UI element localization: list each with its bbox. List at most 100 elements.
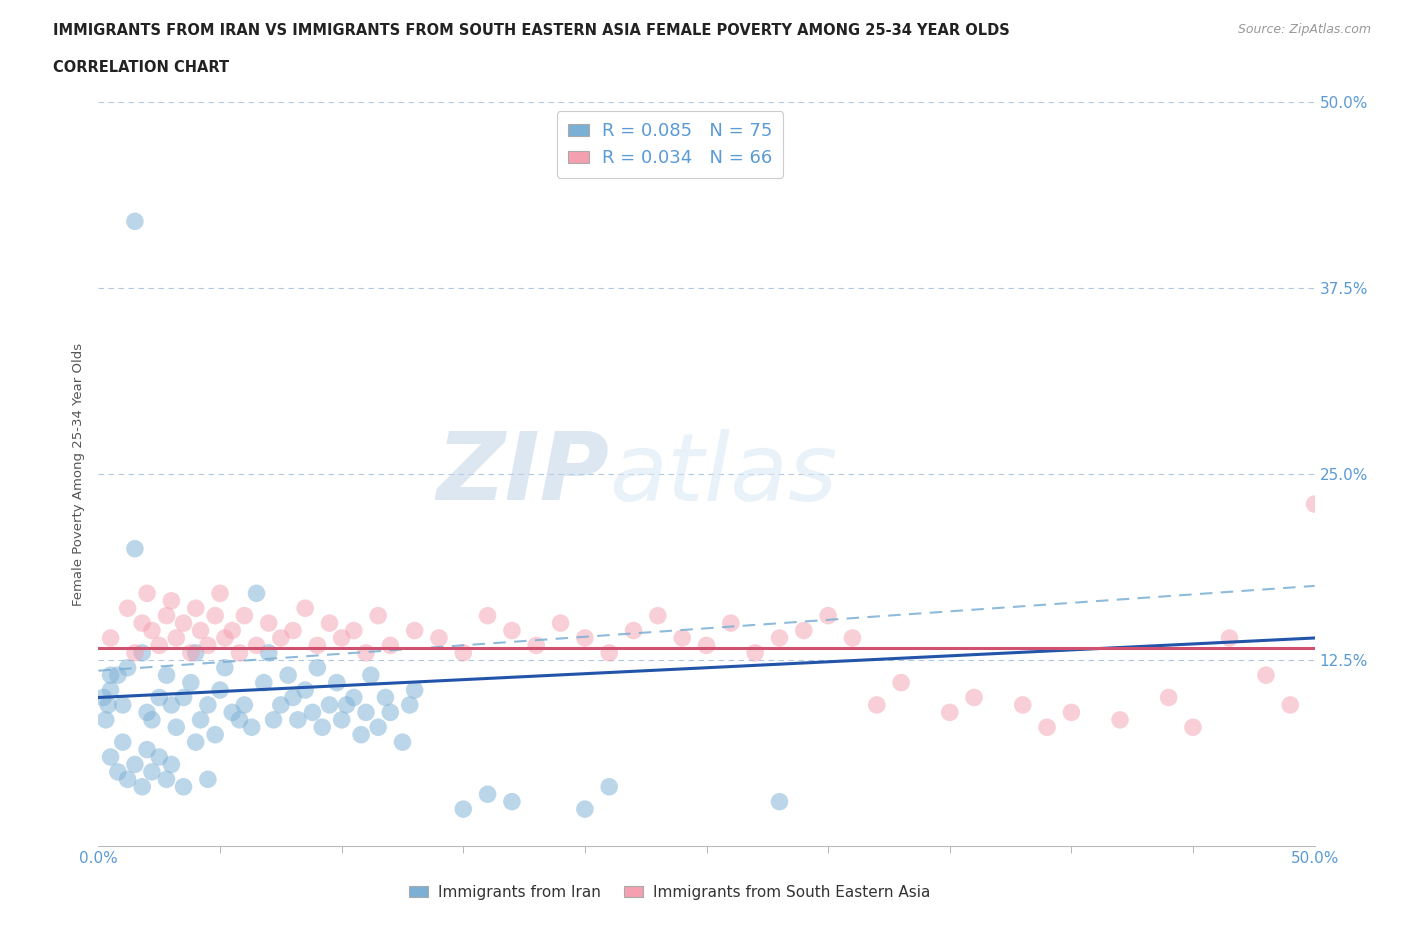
Point <box>453 645 475 660</box>
Point <box>180 645 202 660</box>
Point <box>1109 712 1132 727</box>
Point <box>184 601 207 616</box>
Point <box>367 608 389 623</box>
Point <box>343 623 366 638</box>
Point <box>335 698 357 712</box>
Point <box>354 705 377 720</box>
Point <box>160 698 183 712</box>
Point <box>136 705 159 720</box>
Point <box>501 794 523 809</box>
Point <box>257 645 280 660</box>
Point <box>136 586 159 601</box>
Point <box>326 675 349 690</box>
Point <box>330 631 353 645</box>
Point <box>277 668 299 683</box>
Point <box>318 616 340 631</box>
Point <box>890 675 912 690</box>
Y-axis label: Female Poverty Among 25-34 Year Olds: Female Poverty Among 25-34 Year Olds <box>72 343 86 605</box>
Point <box>391 735 413 750</box>
Point <box>204 608 226 623</box>
Point <box>100 683 122 698</box>
Point <box>1303 497 1326 512</box>
Point <box>453 802 475 817</box>
Point <box>501 623 523 638</box>
Point <box>1279 698 1302 712</box>
Point <box>197 772 219 787</box>
Point <box>1254 668 1277 683</box>
Point <box>204 727 226 742</box>
Point <box>214 631 236 645</box>
Point <box>793 623 815 638</box>
Text: atlas: atlas <box>609 429 838 520</box>
Point <box>404 623 426 638</box>
Point <box>155 668 177 683</box>
Point <box>131 645 153 660</box>
Point <box>1218 631 1240 645</box>
Point <box>1036 720 1059 735</box>
Point <box>117 660 139 675</box>
Point <box>598 645 620 660</box>
Text: CORRELATION CHART: CORRELATION CHART <box>53 60 229 75</box>
Point <box>94 712 117 727</box>
Point <box>214 660 236 675</box>
Point <box>117 601 139 616</box>
Point <box>197 698 219 712</box>
Point <box>380 638 402 653</box>
Point <box>111 698 134 712</box>
Point <box>245 638 267 653</box>
Point <box>190 623 212 638</box>
Point <box>184 735 207 750</box>
Point <box>117 772 139 787</box>
Point <box>221 623 243 638</box>
Point <box>209 586 232 601</box>
Point <box>233 608 256 623</box>
Point <box>524 638 547 653</box>
Point <box>190 712 212 727</box>
Point <box>160 757 183 772</box>
Point <box>301 705 323 720</box>
Point <box>228 712 250 727</box>
Point <box>574 631 596 645</box>
Point <box>165 720 187 735</box>
Point <box>294 683 316 698</box>
Point <box>404 683 426 698</box>
Point <box>307 660 329 675</box>
Point <box>131 616 153 631</box>
Text: Source: ZipAtlas.com: Source: ZipAtlas.com <box>1237 23 1371 36</box>
Legend: Immigrants from Iran, Immigrants from South Eastern Asia: Immigrants from Iran, Immigrants from So… <box>404 879 936 906</box>
Point <box>281 623 304 638</box>
Point <box>671 631 693 645</box>
Point <box>294 601 316 616</box>
Point <box>155 772 177 787</box>
Point <box>173 779 195 794</box>
Point <box>270 698 292 712</box>
Point <box>343 690 366 705</box>
Point <box>270 631 292 645</box>
Point <box>173 616 195 631</box>
Point <box>647 608 669 623</box>
Point <box>350 727 373 742</box>
Point <box>124 757 146 772</box>
Point <box>263 712 285 727</box>
Point <box>841 631 863 645</box>
Point <box>173 690 195 705</box>
Point <box>148 690 170 705</box>
Point <box>124 645 146 660</box>
Point <box>107 668 129 683</box>
Point <box>550 616 572 631</box>
Point <box>180 675 202 690</box>
Point <box>228 645 250 660</box>
Point <box>374 690 396 705</box>
Point <box>307 638 329 653</box>
Point <box>623 623 645 638</box>
Point <box>136 742 159 757</box>
Point <box>148 750 170 764</box>
Point <box>367 720 389 735</box>
Point <box>155 608 177 623</box>
Point <box>257 616 280 631</box>
Point <box>318 698 340 712</box>
Point <box>209 683 232 698</box>
Point <box>427 631 450 645</box>
Point <box>1157 690 1180 705</box>
Point <box>100 750 122 764</box>
